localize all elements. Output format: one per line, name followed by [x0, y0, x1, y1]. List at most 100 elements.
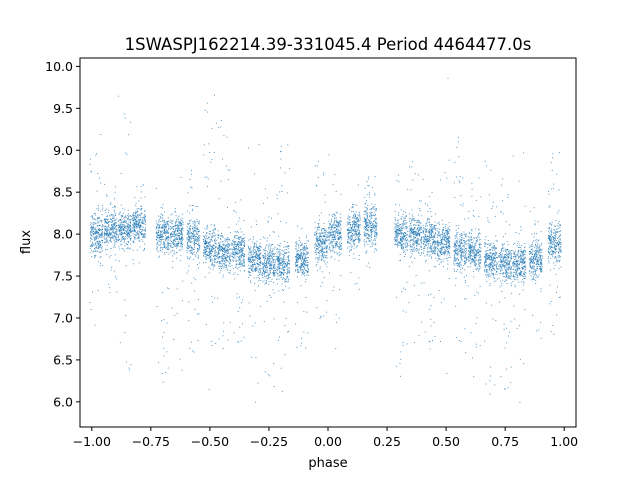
data-point	[251, 266, 253, 268]
data-point	[136, 214, 138, 216]
data-point	[364, 235, 365, 237]
data-point	[165, 226, 166, 228]
data-point	[253, 277, 255, 279]
data-point	[107, 228, 109, 229]
data-point	[348, 230, 350, 232]
data-point	[102, 209, 104, 211]
data-point	[271, 254, 273, 256]
data-point	[140, 219, 141, 221]
data-point	[324, 194, 326, 196]
data-point	[249, 254, 251, 256]
data-point	[316, 235, 318, 237]
data-point	[171, 307, 173, 309]
data-point	[297, 253, 299, 254]
data-point	[180, 224, 182, 226]
data-point	[284, 279, 286, 281]
data-point	[401, 247, 403, 249]
data-point	[286, 267, 288, 269]
data-point	[276, 258, 278, 260]
data-point	[303, 251, 305, 253]
data-point	[238, 220, 240, 222]
data-point	[102, 240, 104, 242]
data-point	[248, 302, 250, 304]
data-point	[272, 272, 274, 274]
data-point	[283, 241, 285, 242]
data-point	[288, 245, 290, 247]
data-point	[105, 228, 107, 230]
data-point	[325, 248, 327, 249]
data-point	[354, 232, 356, 234]
data-point	[273, 263, 275, 265]
data-point	[160, 244, 162, 246]
data-point	[281, 273, 282, 275]
data-point	[264, 249, 266, 251]
data-point	[108, 221, 110, 222]
data-point	[257, 265, 259, 267]
data-point	[98, 251, 100, 253]
data-point	[401, 237, 403, 238]
data-point	[164, 232, 166, 234]
data-point	[333, 231, 335, 232]
data-point	[123, 220, 125, 222]
data-point	[341, 243, 343, 244]
data-point	[359, 238, 361, 240]
data-point	[278, 257, 280, 259]
data-point	[238, 252, 240, 254]
data-point	[122, 228, 124, 230]
data-point	[276, 194, 278, 196]
data-point	[104, 229, 106, 231]
data-point	[274, 274, 276, 276]
data-point	[112, 229, 114, 230]
data-point	[132, 225, 134, 227]
data-point	[303, 253, 305, 255]
data-point	[266, 260, 268, 262]
data-point	[325, 233, 326, 235]
data-point	[326, 235, 328, 237]
data-point	[339, 232, 341, 233]
data-point	[357, 226, 359, 228]
data-point	[210, 253, 212, 255]
data-point	[370, 222, 372, 223]
data-point	[264, 257, 266, 259]
data-point	[334, 243, 336, 244]
data-point	[222, 348, 224, 349]
data-point	[323, 233, 325, 235]
data-point	[160, 236, 162, 238]
data-point	[269, 269, 271, 271]
data-point	[242, 241, 244, 242]
data-point	[165, 238, 167, 240]
data-point	[225, 244, 227, 246]
data-point	[374, 231, 376, 233]
data-point	[214, 264, 216, 266]
data-point	[118, 238, 120, 240]
data-point	[227, 265, 229, 267]
data-point	[199, 235, 201, 237]
data-point	[95, 227, 97, 229]
data-point	[335, 230, 337, 232]
data-point	[269, 295, 271, 296]
data-point	[158, 225, 160, 227]
data-point	[233, 246, 235, 247]
data-point	[304, 255, 306, 257]
data-point	[94, 242, 96, 244]
data-point	[303, 273, 305, 275]
data-point	[240, 199, 242, 201]
data-point	[136, 249, 138, 251]
data-point	[259, 278, 261, 280]
data-point	[262, 254, 264, 256]
data-point	[209, 255, 210, 257]
data-point	[420, 226, 422, 228]
data-point	[324, 242, 326, 244]
data-point	[159, 241, 161, 243]
data-point	[288, 279, 290, 280]
data-point	[236, 223, 238, 225]
data-point	[214, 257, 215, 259]
data-point	[369, 226, 371, 228]
data-point	[297, 271, 299, 273]
data-point	[349, 250, 351, 251]
data-point	[330, 249, 332, 251]
data-point	[194, 246, 195, 248]
data-point	[288, 271, 290, 273]
data-point	[328, 232, 330, 234]
data-point	[280, 275, 282, 277]
